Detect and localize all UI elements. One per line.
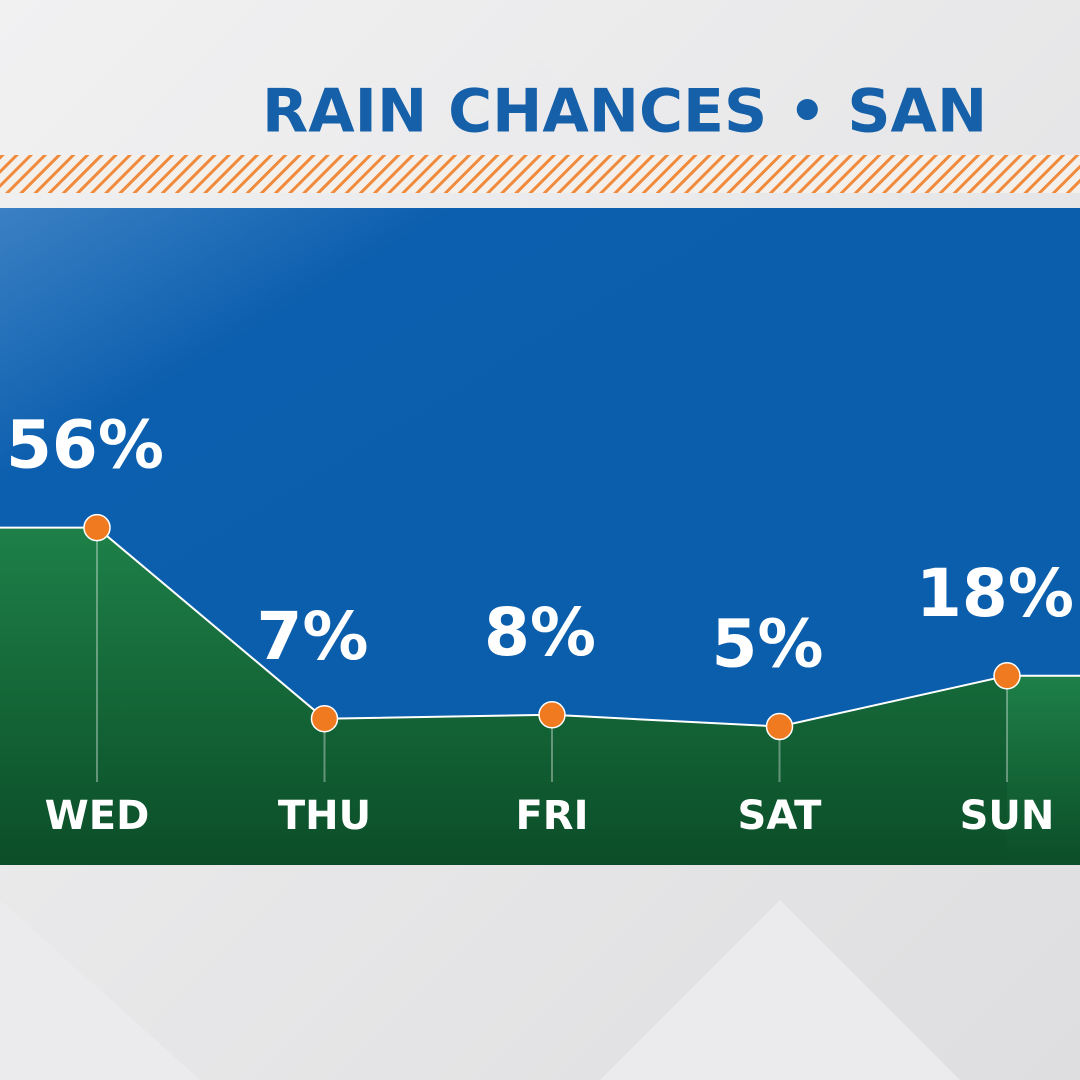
x-tick-label: THU bbox=[278, 793, 371, 839]
stripe-band bbox=[0, 155, 1080, 193]
value-label: 8% bbox=[484, 594, 596, 671]
point bbox=[538, 701, 566, 729]
area bbox=[97, 527, 1007, 865]
x-tick-label: FRI bbox=[515, 793, 588, 839]
x-tick-label: WED bbox=[45, 793, 150, 839]
area-edge bbox=[1007, 675, 1080, 865]
value-label: 5% bbox=[711, 606, 823, 683]
x-tick-label: SAT bbox=[738, 793, 823, 839]
area-edge bbox=[0, 527, 97, 865]
chart-title: RAIN CHANCES • SAN bbox=[262, 77, 987, 147]
x-tick-label: SUN bbox=[960, 793, 1055, 839]
plot: 56% WED 7% THU 8% FRI 5% SAT 18% SUN bbox=[0, 407, 1080, 865]
value-label: 18% bbox=[916, 555, 1074, 632]
value-label: 7% bbox=[256, 598, 368, 675]
point bbox=[83, 513, 111, 542]
point bbox=[993, 662, 1021, 690]
point bbox=[765, 712, 794, 741]
point bbox=[310, 704, 339, 733]
value-label: 56% bbox=[6, 407, 164, 484]
